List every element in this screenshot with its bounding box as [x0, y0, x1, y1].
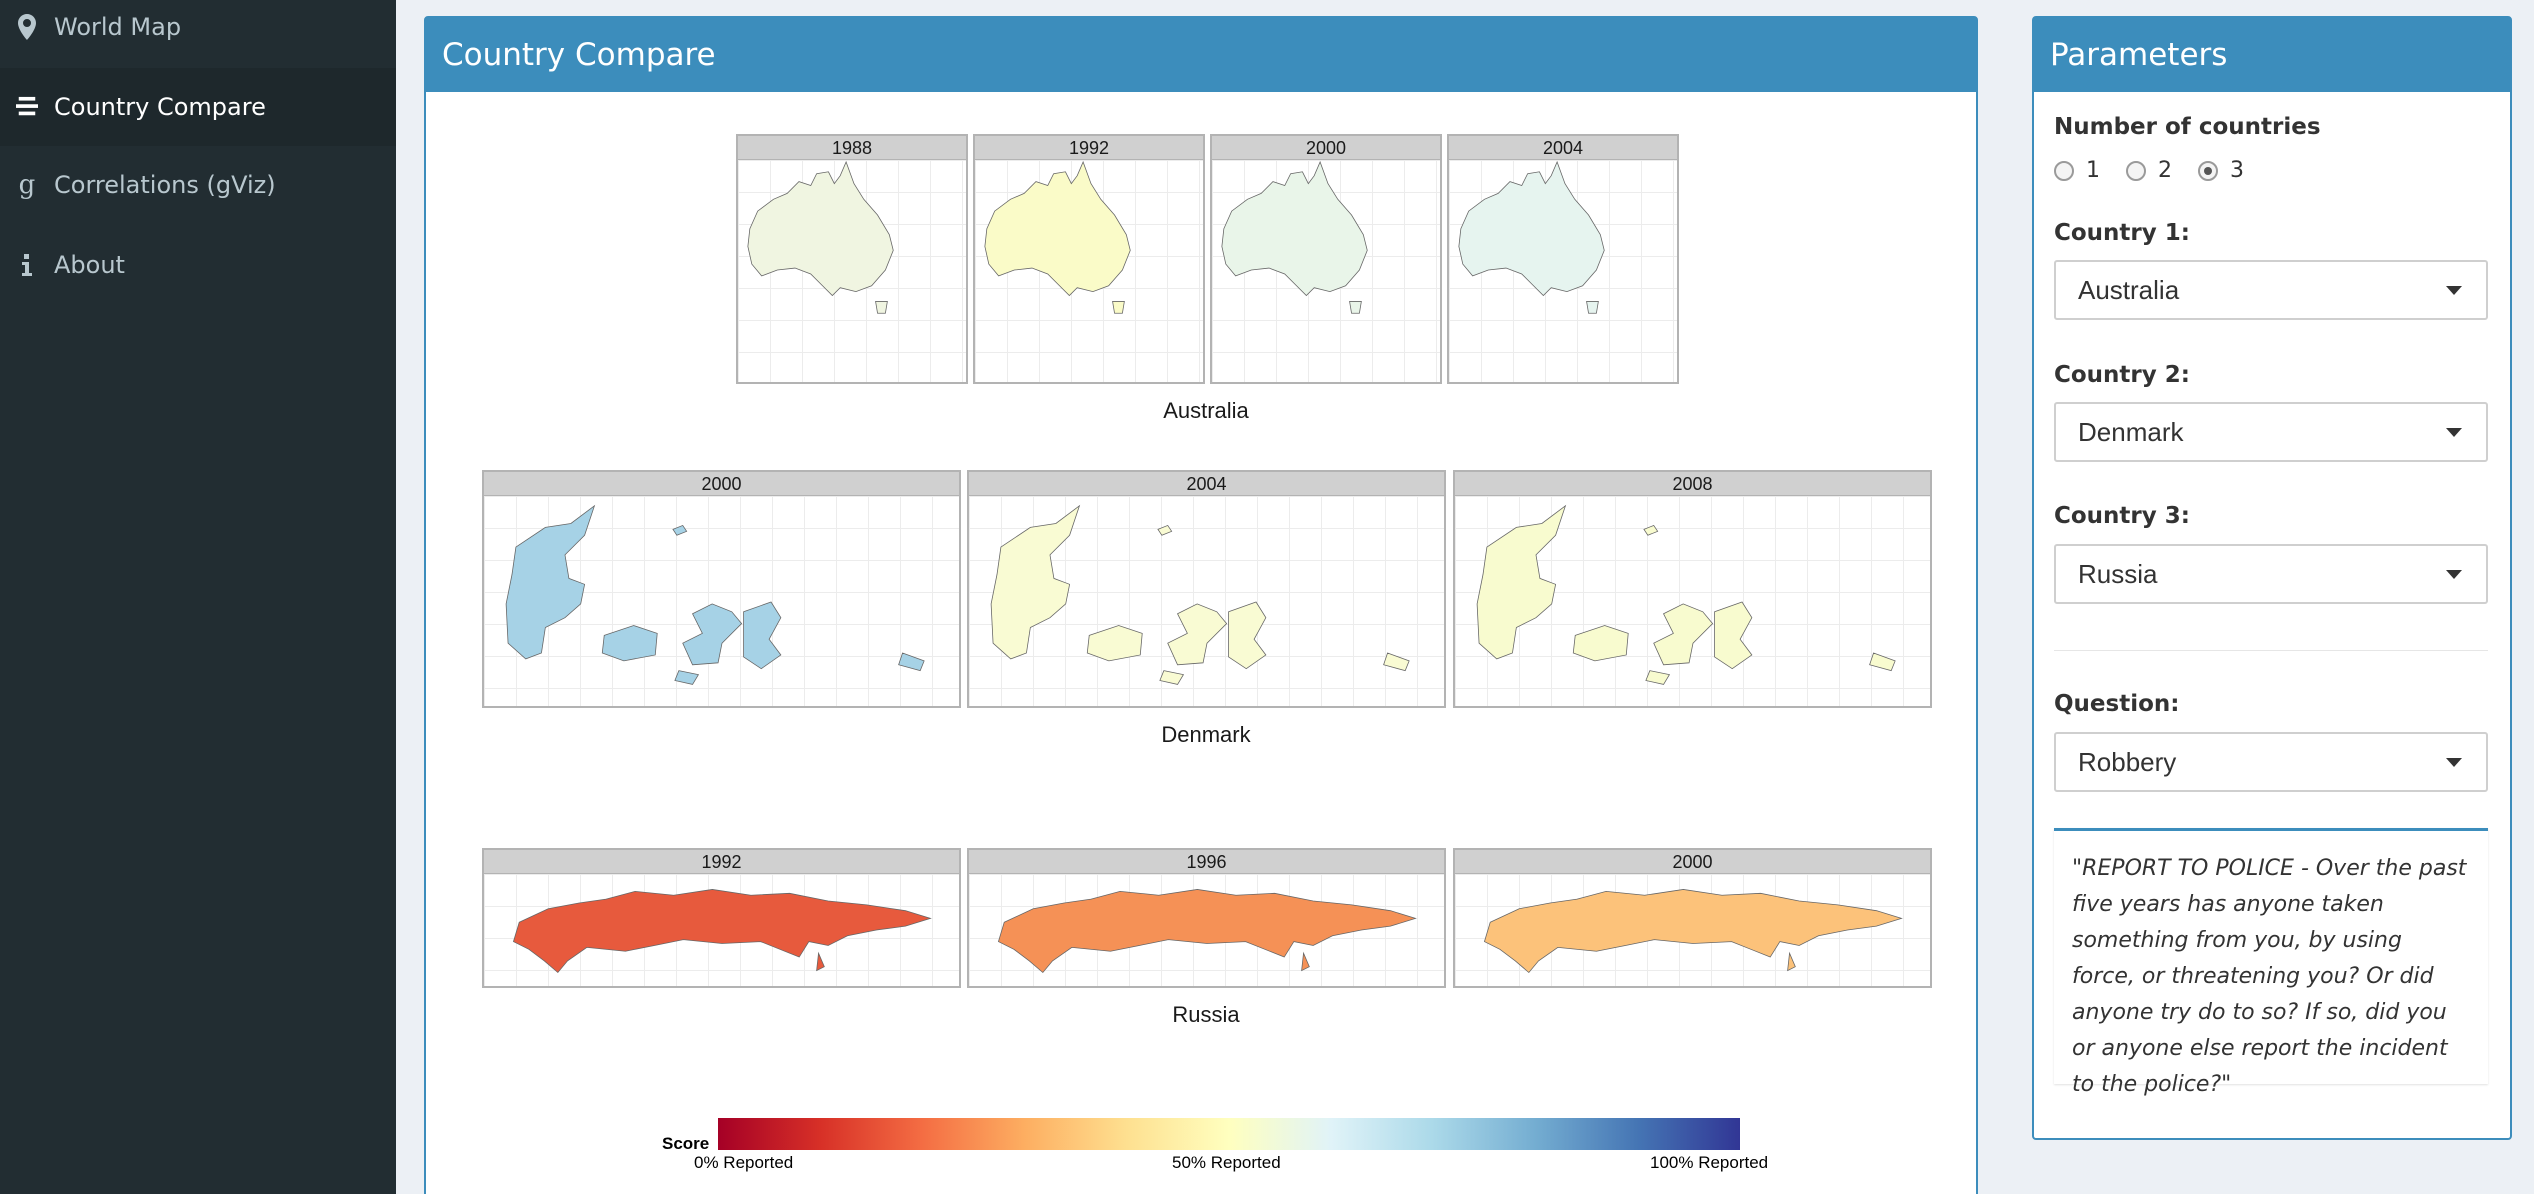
radio-option-1[interactable]: 1 [2054, 158, 2100, 183]
denmark-map [969, 496, 1444, 706]
denmark-facet-2004: 2004 [967, 470, 1446, 708]
australia-map [1212, 160, 1440, 382]
country3-select[interactable]: Russia [2054, 544, 2488, 604]
radio-option-3[interactable]: 3 [2198, 158, 2244, 183]
facet-year-label: 1992 [484, 850, 959, 874]
australia-facet-1992: 1992 [973, 134, 1205, 384]
caret-down-icon [2446, 428, 2462, 437]
russia-map [484, 874, 959, 986]
denmark-map [484, 496, 959, 706]
select-value: Australia [2078, 274, 2180, 305]
facet-year-label: 2000 [484, 472, 959, 496]
sidebar-item-label: Country Compare [54, 93, 266, 121]
map-marker-icon [16, 13, 38, 41]
facet-year-label: 1996 [969, 850, 1444, 874]
caret-down-icon [2446, 570, 2462, 579]
country2-select[interactable]: Denmark [2054, 402, 2488, 462]
facet-year-label: 2000 [1455, 850, 1930, 874]
country3-label: Country 3: [2054, 503, 2190, 529]
radio-button[interactable] [2126, 160, 2146, 181]
question-label: Question: [2054, 691, 2180, 717]
legend-tick-50: 50% Reported [1172, 1153, 1281, 1172]
radio-button-selected[interactable] [2198, 160, 2218, 181]
select-value: Russia [2078, 558, 2158, 589]
radio-label: 1 [2086, 158, 2100, 183]
sidebar-item-label: About [54, 251, 125, 279]
divider [2054, 650, 2488, 651]
facet-year-label: 1988 [738, 136, 966, 160]
radio-option-2[interactable]: 2 [2126, 158, 2172, 183]
box-title: Parameters [2034, 18, 2510, 92]
caret-down-icon [2446, 758, 2462, 767]
australia-map [975, 160, 1203, 382]
russia-facet-1996: 1996 [967, 848, 1446, 988]
legend-title: Score [662, 1134, 710, 1153]
facet-year-label: 2008 [1455, 472, 1930, 496]
question-select[interactable]: Robbery [2054, 732, 2488, 792]
sidebar-item-correlations[interactable]: g Correlations (gViz) [0, 146, 396, 224]
country-label-australia: Australia [1163, 398, 1249, 423]
country2-label: Country 2: [2054, 362, 2190, 388]
legend-color-bar [718, 1118, 1740, 1150]
denmark-map [1455, 496, 1930, 706]
sidebar-item-label: World Map [54, 13, 182, 41]
sidebar-item-label: Correlations (gViz) [54, 171, 276, 199]
sidebar-item-country-compare[interactable]: Country Compare [0, 68, 396, 146]
sidebar-item-world-map[interactable]: World Map [0, 0, 396, 66]
denmark-facet-2008: 2008 [1453, 470, 1932, 708]
radio-label: 2 [2158, 158, 2172, 183]
box-title: Country Compare [426, 18, 1976, 92]
australia-facet-2004: 2004 [1447, 134, 1679, 384]
sidebar: World Map Country Compare g Correlations… [0, 0, 396, 1194]
country1-select[interactable]: Australia [2054, 260, 2488, 320]
australia-map [1449, 160, 1677, 382]
facet-year-label: 2004 [969, 472, 1444, 496]
facet-year-label: 1992 [975, 136, 1203, 160]
russia-map [969, 874, 1444, 986]
australia-map [738, 160, 966, 382]
russia-facet-1992: 1992 [482, 848, 961, 988]
num-countries-radio-group: 1 2 3 [2054, 158, 2270, 183]
country1-label: Country 1: [2054, 220, 2190, 246]
info-icon [16, 251, 38, 279]
num-countries-label: Number of countries [2054, 114, 2321, 140]
radio-button[interactable] [2054, 160, 2074, 181]
russia-facet-2000: 2000 [1453, 848, 1932, 988]
google-icon: g [18, 170, 36, 200]
legend-tick-100: 100% Reported [1650, 1153, 1769, 1172]
parameters-box: Parameters Number of countries 1 2 3 Cou… [2032, 16, 2512, 1140]
denmark-facet-2000: 2000 [482, 470, 961, 708]
radio-label: 3 [2230, 158, 2244, 183]
select-value: Robbery [2078, 746, 2177, 777]
select-value: Denmark [2078, 416, 2184, 447]
facet-year-label: 2004 [1449, 136, 1677, 160]
caret-down-icon [2446, 286, 2462, 295]
legend-tick-0: 0% Reported [694, 1153, 794, 1172]
country-label-russia: Russia [1172, 1002, 1240, 1027]
australia-facet-2000: 2000 [1210, 134, 1442, 384]
sidebar-item-about[interactable]: About [0, 226, 396, 304]
facet-year-label: 2000 [1212, 136, 1440, 160]
country-label-denmark: Denmark [1161, 722, 1251, 747]
australia-facet-1988: 1988 [736, 134, 968, 384]
question-description: "REPORT TO POLICE - Over the past five y… [2054, 828, 2488, 1097]
bars-icon [16, 93, 38, 121]
russia-map [1455, 874, 1930, 986]
